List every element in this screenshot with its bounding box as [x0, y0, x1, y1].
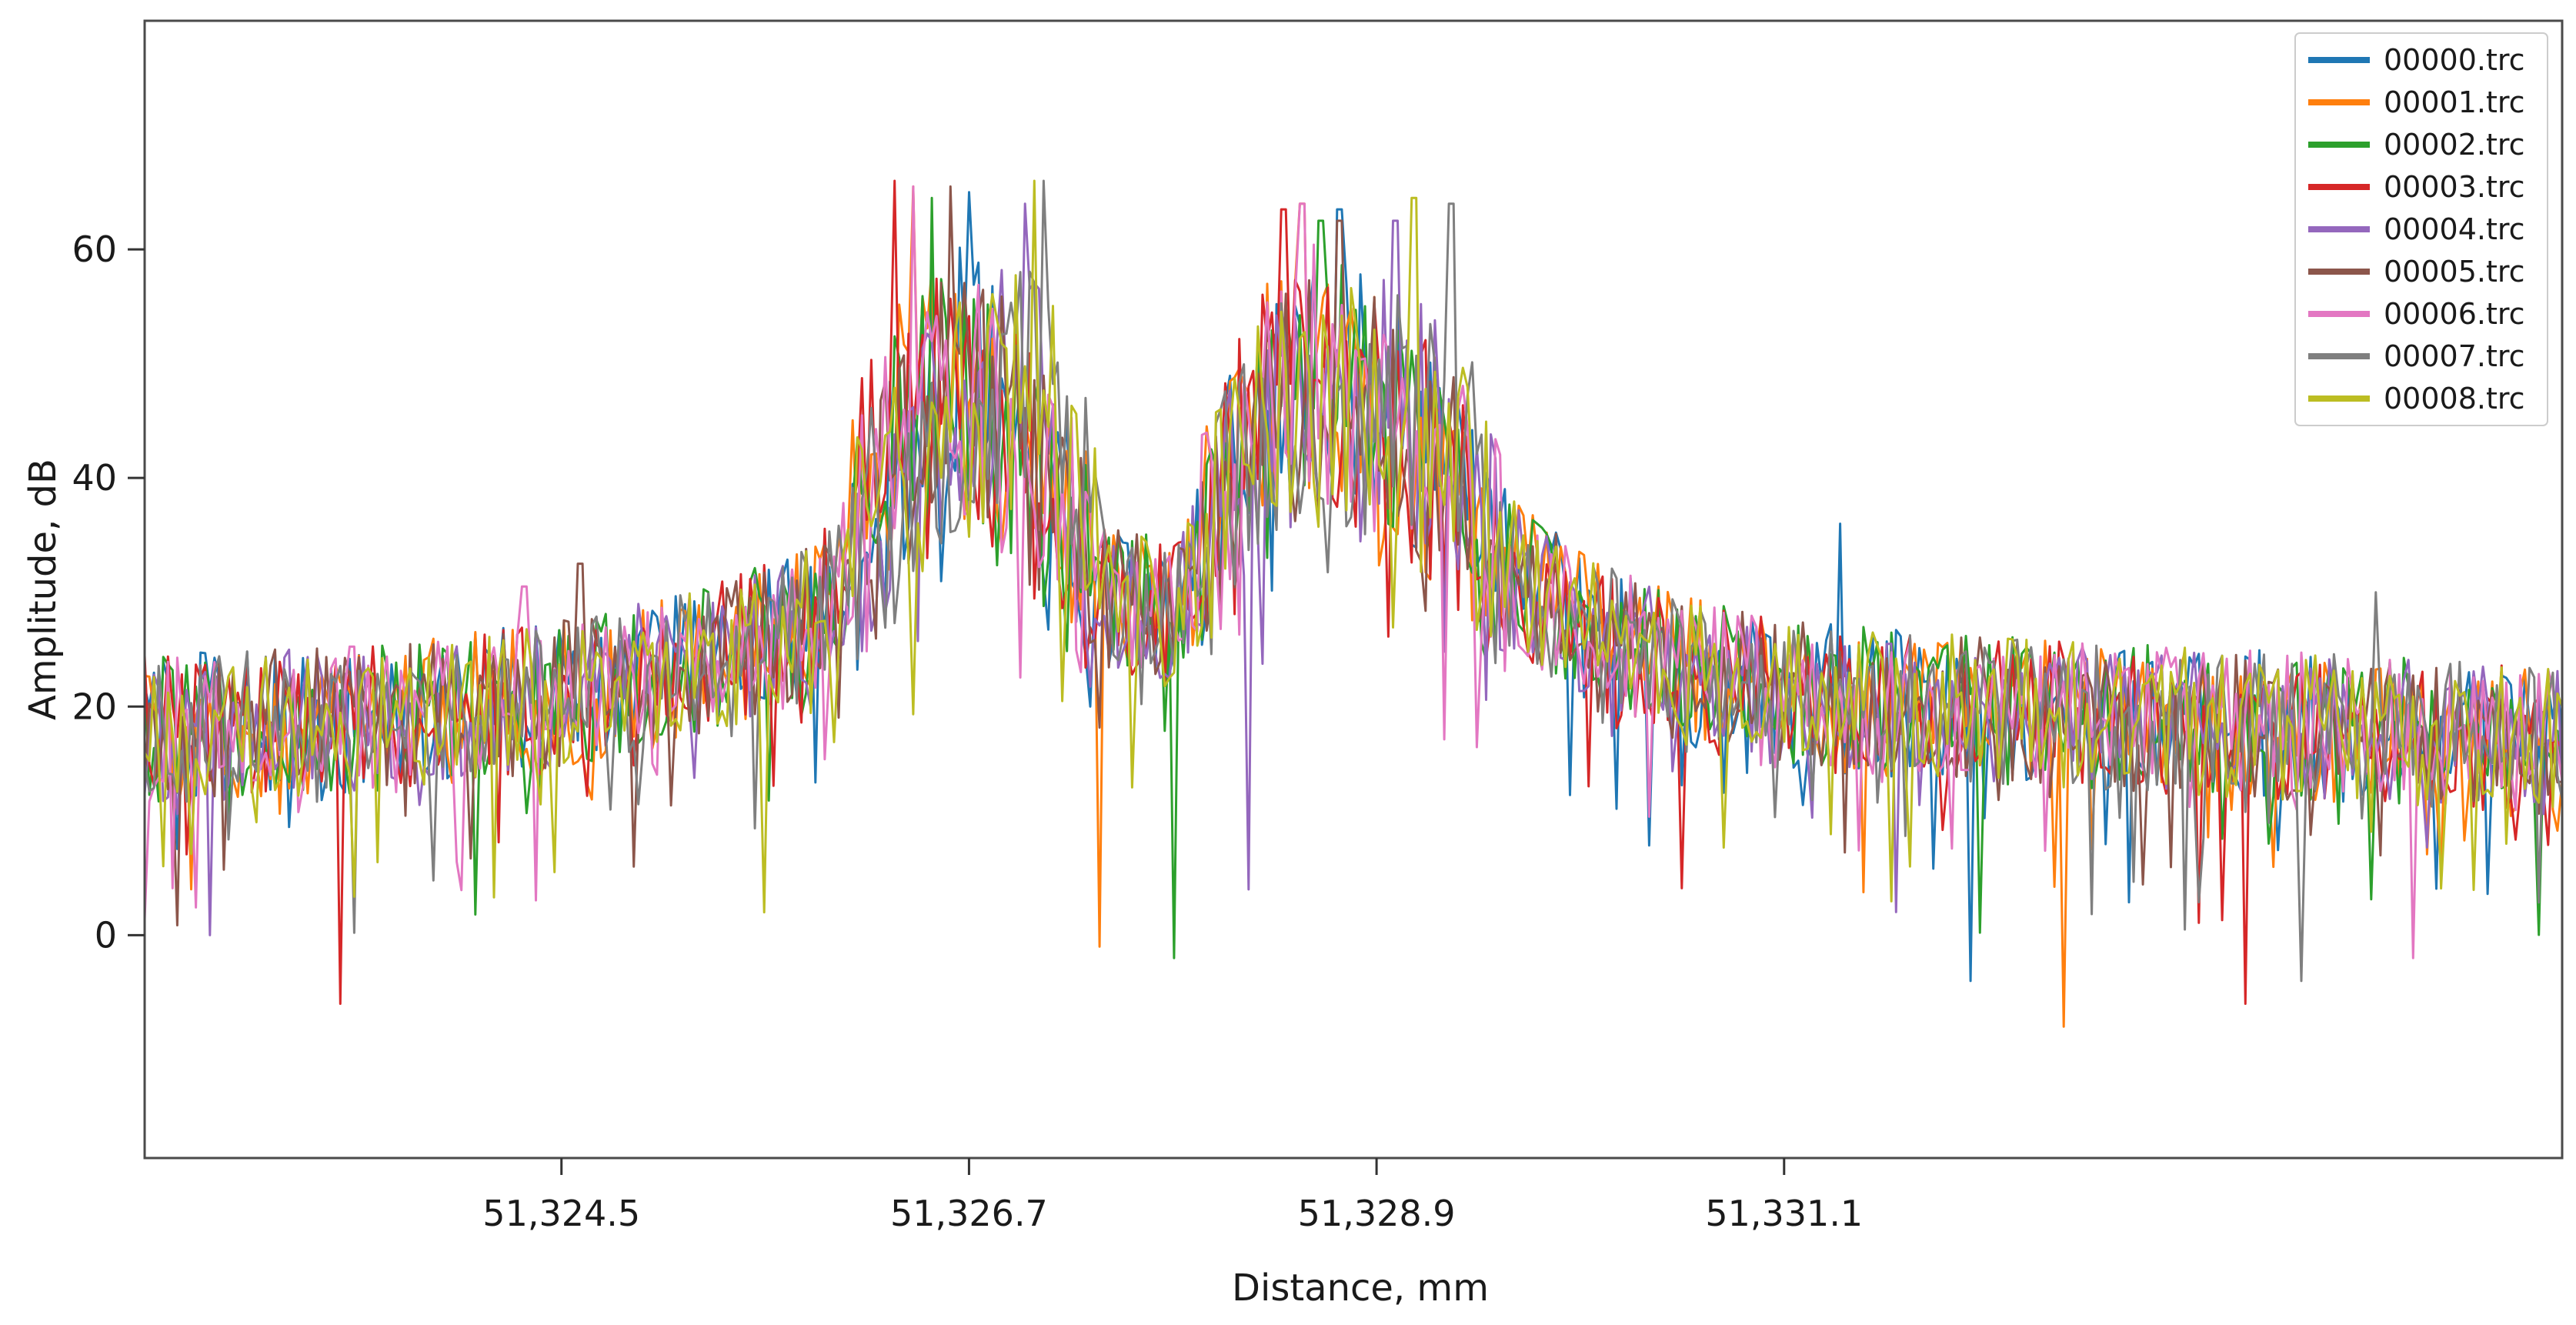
x-tick-label: 51,331.1: [1705, 1193, 1863, 1234]
series-line-00008: [145, 179, 2562, 914]
legend-label: 00002.trc: [2384, 128, 2525, 162]
y-axis: 0 20 40 60: [72, 229, 145, 956]
x-tick-label: 51,324.5: [482, 1193, 640, 1234]
legend-label: 00007.trc: [2384, 339, 2525, 373]
series-layer: [145, 179, 2562, 1028]
legend-label: 00006.trc: [2384, 297, 2525, 331]
y-tick-label: 0: [95, 914, 117, 956]
legend-label: 00008.trc: [2384, 382, 2525, 416]
plot-frame: [143, 19, 2564, 1160]
y-axis-title: Amplitude, dB: [22, 459, 65, 720]
x-axis-title: Distance, mm: [1232, 1267, 1489, 1310]
plot-background: [145, 21, 2562, 1158]
y-tick-label: 60: [72, 229, 117, 270]
legend-label: 00003.trc: [2384, 170, 2525, 204]
legend-label: 00004.trc: [2384, 212, 2525, 246]
y-tick-label: 40: [72, 457, 117, 499]
legend-label: 00001.trc: [2384, 85, 2525, 119]
legend-label: 00000.trc: [2384, 43, 2525, 77]
y-tick-label: 20: [72, 686, 117, 727]
legend-box: [2294, 32, 2548, 426]
x-axis: 51,324.5 51,326.7 51,328.9 51,331.1: [482, 1158, 1863, 1234]
legend: 00000.trc 00001.trc 00002.trc 00003.trc 0000…: [2294, 32, 2548, 426]
x-tick-label: 51,328.9: [1298, 1193, 1456, 1234]
x-tick-label: 51,326.7: [890, 1193, 1048, 1234]
legend-label: 00005.trc: [2384, 255, 2525, 289]
